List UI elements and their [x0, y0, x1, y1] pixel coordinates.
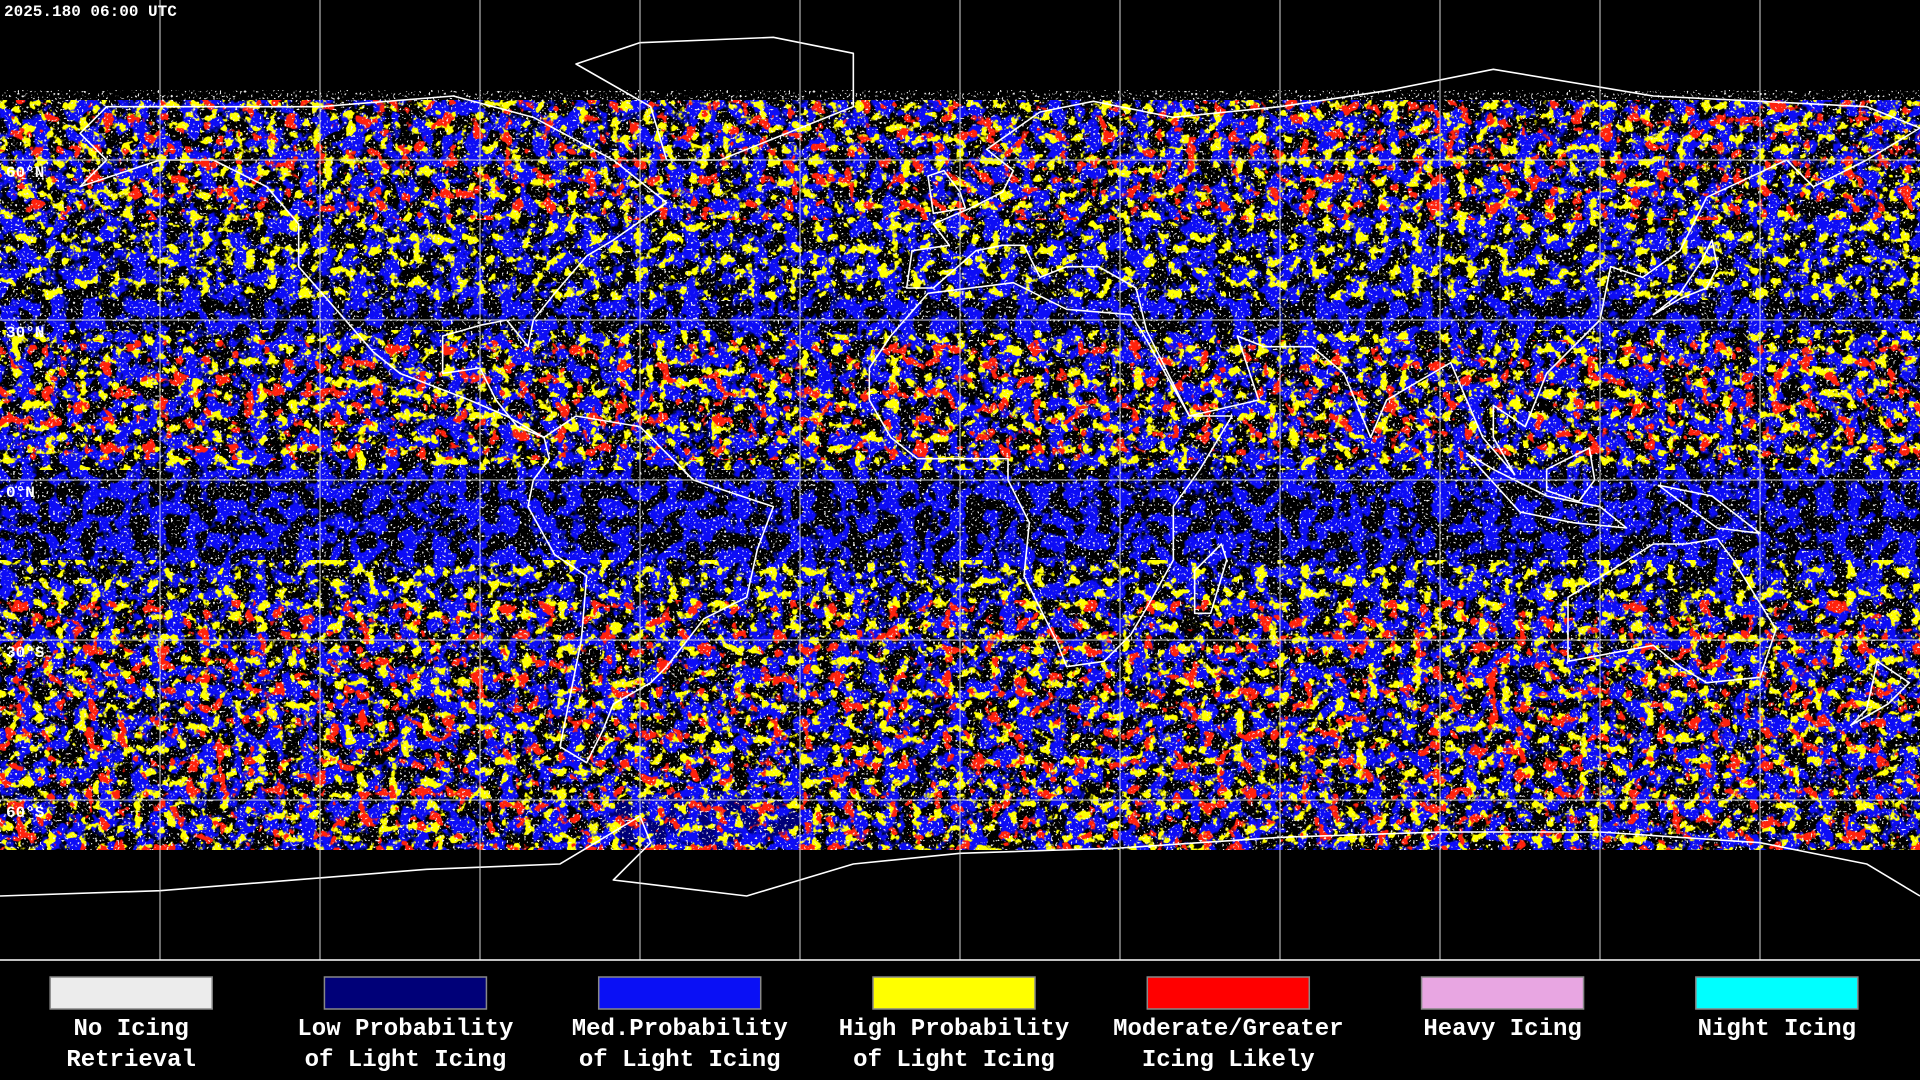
legend-label: No Icing: [74, 1016, 189, 1043]
legend-label: Retrieval: [66, 1047, 196, 1074]
legend-label: of Light Icing: [853, 1047, 1055, 1074]
legend-swatch: [323, 976, 488, 1010]
legend-label: Low Probability: [297, 1016, 513, 1043]
legend-swatch: [1420, 976, 1585, 1010]
legend-label: Heavy Icing: [1423, 1016, 1581, 1043]
latitude-label: 0°N: [6, 484, 35, 502]
legend-swatch: [49, 976, 213, 1010]
legend-swatch: [597, 976, 762, 1010]
madagascar: [1195, 544, 1227, 613]
greenland: [576, 37, 853, 160]
latitude-label: 60°S: [6, 804, 45, 822]
legend-swatch: [872, 976, 1036, 1010]
legend-label: Med.Probability: [572, 1016, 788, 1043]
latitude-labels: 60°N 30°N 0°N 30°S 60°S: [6, 164, 45, 822]
legend-swatch: [1695, 976, 1859, 1010]
latitude-label: 60°N: [6, 164, 44, 182]
north-america: [80, 96, 667, 437]
legend-label: Moderate/Greater: [1113, 1016, 1343, 1043]
south-america: [528, 416, 773, 763]
indonesia: [1467, 448, 1760, 533]
legend-swatch: [1146, 976, 1311, 1010]
legend: No Icing Retrieval Low Probability of Light…: [49, 976, 1859, 1074]
legend-label: of Light Icing: [579, 1047, 781, 1074]
new-zealand: [1851, 661, 1910, 725]
latitude-label: 30°N: [6, 324, 44, 342]
legend-label: of Light Icing: [305, 1047, 507, 1074]
legend-label: Night Icing: [1698, 1016, 1856, 1043]
japan: [1653, 240, 1717, 315]
antarctica: [0, 816, 1920, 896]
timestamp: 2025.180 06:00 UTC: [4, 3, 177, 21]
graticule: [0, 0, 1920, 960]
australia: [1568, 539, 1776, 683]
legend-label: High Probability: [839, 1016, 1069, 1043]
latitude-label: 30°S: [6, 644, 45, 662]
legend-label: Icing Likely: [1142, 1047, 1315, 1074]
